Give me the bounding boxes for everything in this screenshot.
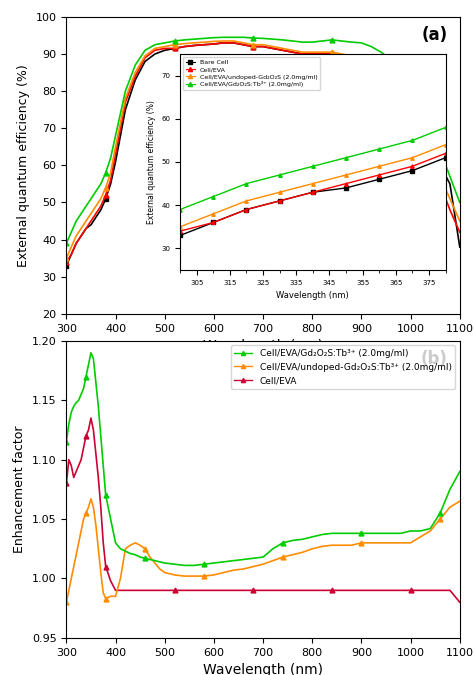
X-axis label: Wavelength (nm): Wavelength (nm)	[276, 292, 349, 300]
Y-axis label: External quantum efficiency (%): External quantum efficiency (%)	[17, 64, 30, 267]
Y-axis label: External quantum efficiency (%): External quantum efficiency (%)	[147, 100, 156, 224]
Text: (a): (a)	[422, 26, 448, 44]
Y-axis label: Enhancement factor: Enhancement factor	[13, 426, 27, 553]
X-axis label: Wavelength (nm): Wavelength (nm)	[203, 663, 323, 675]
Legend: Bare Cell, Cell/EVA, Cell/EVA/undoped-Gd₂O₂S (2.0mg/ml), Cell/EVA/Gd₂O₂S:Tb³⁺ (2: Bare Cell, Cell/EVA, Cell/EVA/undoped-Gd…	[183, 57, 320, 90]
X-axis label: Wavelength (nm): Wavelength (nm)	[203, 339, 323, 353]
Legend: Cell/EVA/Gd₂O₂S:Tb³⁺ (2.0mg/ml), Cell/EVA/undoped-Gd₂O₂S:Tb³⁺ (2.0mg/ml), Cell/E: Cell/EVA/Gd₂O₂S:Tb³⁺ (2.0mg/ml), Cell/EV…	[231, 346, 455, 389]
Text: (b): (b)	[421, 350, 448, 368]
